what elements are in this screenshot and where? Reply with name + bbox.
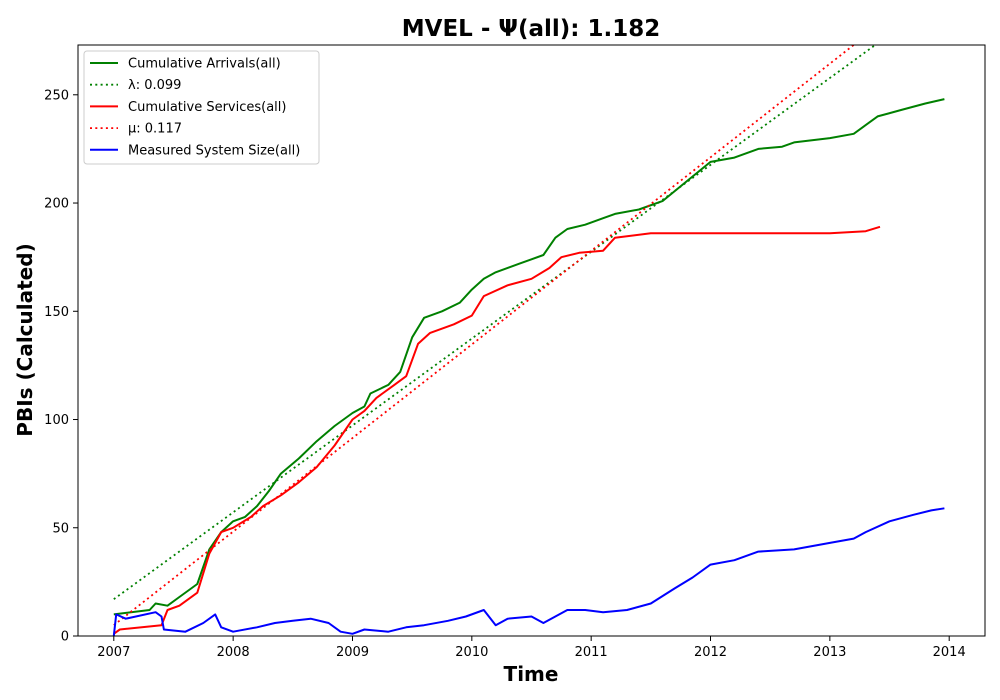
series-line-arrivals bbox=[113, 98, 945, 616]
chart-title: MVEL - Ψ(all): 1.182 bbox=[402, 16, 660, 42]
y-axis: 0 50 100 150 200 250 bbox=[44, 88, 78, 645]
y-tick-label: 200 bbox=[44, 197, 69, 212]
legend-label-services: Cumulative Services(all) bbox=[128, 100, 286, 115]
x-tick-label: 2012 bbox=[694, 645, 727, 660]
x-tick-label: 2010 bbox=[455, 645, 488, 660]
series-line-system_size bbox=[112, 507, 945, 636]
y-tick-label: 0 bbox=[61, 630, 69, 645]
legend: Cumulative Arrivals(all) λ: 0.099 Cumulati… bbox=[83, 50, 320, 165]
series-line-services bbox=[113, 225, 881, 635]
legend-label-system_size: Measured System Size(all) bbox=[128, 143, 300, 158]
legend-label-mu: μ: 0.117 bbox=[128, 122, 182, 137]
x-tick-label: 2008 bbox=[217, 645, 250, 660]
x-tick-label: 2009 bbox=[336, 645, 369, 660]
y-tick-label: 250 bbox=[44, 88, 69, 103]
y-tick-label: 50 bbox=[52, 521, 69, 536]
x-tick-label: 2011 bbox=[575, 645, 608, 660]
series-layer bbox=[112, 45, 945, 636]
plot-frame bbox=[77, 44, 986, 637]
series-line-lambda bbox=[113, 45, 876, 600]
y-axis-label: PBIs (Calculated) bbox=[13, 243, 37, 436]
x-tick-label: 2013 bbox=[813, 645, 846, 660]
y-tick-label: 150 bbox=[44, 305, 69, 320]
x-tick-label: 2014 bbox=[933, 645, 966, 660]
plot-area bbox=[77, 44, 986, 637]
x-axis: 2007 2008 2009 2010 2011 2012 2013 2014 bbox=[97, 636, 966, 660]
legend-label-lambda: λ: 0.099 bbox=[128, 78, 181, 93]
legend-label-arrivals: Cumulative Arrivals(all) bbox=[128, 57, 281, 72]
x-axis-label: Time bbox=[504, 662, 559, 686]
legend-box bbox=[83, 50, 320, 165]
y-tick-label: 100 bbox=[44, 413, 69, 428]
x-tick-label: 2007 bbox=[97, 645, 130, 660]
